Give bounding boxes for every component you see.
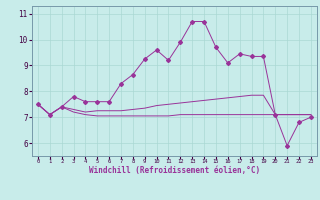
X-axis label: Windchill (Refroidissement éolien,°C): Windchill (Refroidissement éolien,°C) xyxy=(89,166,260,175)
